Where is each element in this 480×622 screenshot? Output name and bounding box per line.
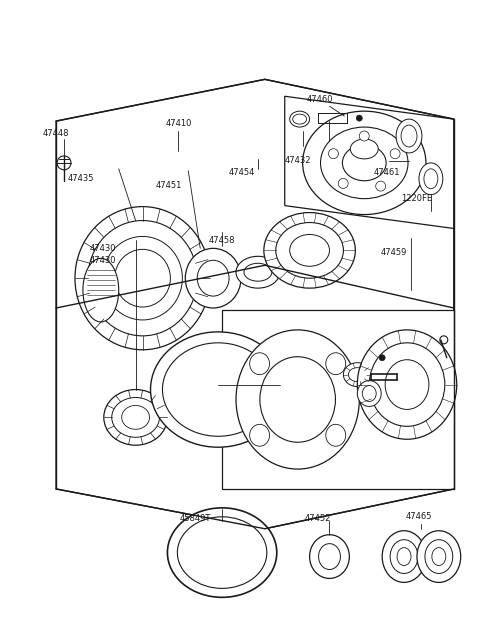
Text: 47459: 47459 [381,248,408,257]
Ellipse shape [362,386,376,401]
Polygon shape [56,80,454,529]
Text: 47451: 47451 [155,181,181,190]
Text: 47460: 47460 [306,95,333,104]
Ellipse shape [197,260,229,296]
Ellipse shape [168,508,277,597]
Ellipse shape [250,353,270,374]
Ellipse shape [319,544,340,570]
Ellipse shape [310,535,349,578]
Ellipse shape [396,119,422,153]
Circle shape [379,355,385,361]
Text: 47430: 47430 [90,244,116,253]
Text: 47432: 47432 [285,156,311,165]
Ellipse shape [104,389,168,445]
Ellipse shape [302,111,426,215]
Ellipse shape [88,221,197,336]
Ellipse shape [419,163,443,195]
Polygon shape [285,96,454,228]
Ellipse shape [432,547,446,565]
Ellipse shape [290,111,310,127]
Ellipse shape [178,517,267,588]
Ellipse shape [122,406,150,429]
Circle shape [328,149,338,159]
Text: 45849T: 45849T [180,514,211,523]
Ellipse shape [397,547,411,565]
Circle shape [338,179,348,188]
Circle shape [356,115,362,121]
Text: 1220FE: 1220FE [401,194,432,203]
Text: 47430: 47430 [90,256,116,265]
Ellipse shape [112,397,159,437]
Text: 47465: 47465 [406,513,432,521]
Ellipse shape [264,213,355,288]
Ellipse shape [75,207,210,350]
Circle shape [440,336,448,344]
Ellipse shape [348,368,366,381]
Ellipse shape [276,223,343,278]
Circle shape [360,131,369,141]
Ellipse shape [425,540,453,573]
Text: 47458: 47458 [209,236,235,245]
Circle shape [390,149,400,159]
Ellipse shape [342,145,386,181]
Ellipse shape [83,258,119,322]
Ellipse shape [424,169,438,188]
Text: 47461: 47461 [374,169,400,177]
Ellipse shape [103,236,182,320]
Text: 47454: 47454 [229,169,255,177]
Ellipse shape [326,424,346,446]
Ellipse shape [151,332,286,447]
Ellipse shape [185,248,241,308]
Ellipse shape [357,330,457,439]
Ellipse shape [369,343,445,426]
Text: 47452: 47452 [304,514,331,523]
Text: 47435: 47435 [68,174,94,183]
Ellipse shape [390,540,418,573]
Ellipse shape [401,125,417,147]
Ellipse shape [343,363,371,386]
Ellipse shape [417,531,461,582]
Text: 47410: 47410 [165,119,192,128]
Ellipse shape [162,343,274,436]
Ellipse shape [236,330,360,469]
Ellipse shape [385,360,429,409]
Ellipse shape [115,249,170,307]
Ellipse shape [293,114,307,124]
Ellipse shape [236,256,280,288]
Ellipse shape [244,263,272,281]
Ellipse shape [357,381,381,406]
Circle shape [376,181,385,191]
Ellipse shape [321,127,408,198]
Ellipse shape [382,531,426,582]
Ellipse shape [326,353,346,374]
Ellipse shape [260,357,336,442]
Text: 47448: 47448 [43,129,69,137]
Circle shape [57,156,71,170]
Polygon shape [222,310,454,489]
Ellipse shape [350,139,378,159]
Ellipse shape [290,234,329,266]
Ellipse shape [250,424,270,446]
